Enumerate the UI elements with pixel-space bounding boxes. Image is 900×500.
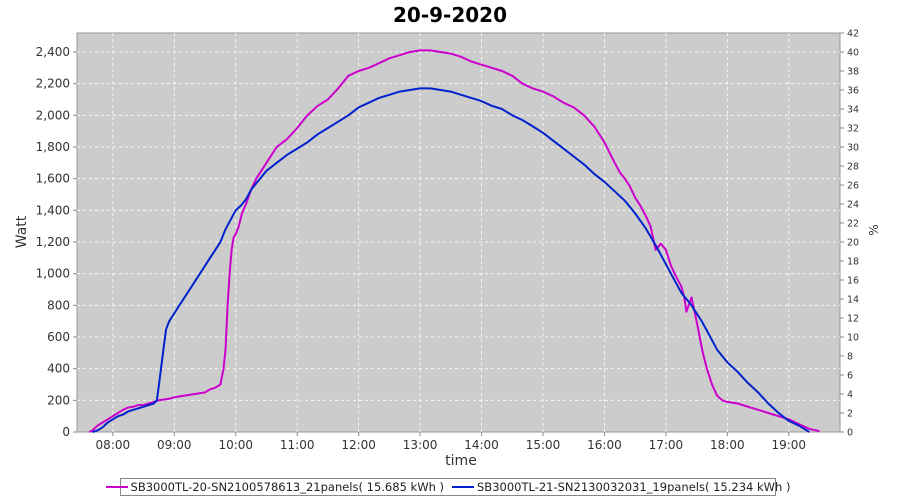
x-tick-label: 16:00: [587, 438, 622, 452]
x-tick-label: 08:00: [96, 438, 131, 452]
y2-tick-label: 30: [847, 143, 859, 154]
x-tick-label: 09:00: [157, 438, 192, 452]
legend-label: SB3000TL-20-SN2100578613_21panels( 15.68…: [130, 480, 444, 494]
x-tick-label: 15:00: [526, 438, 561, 452]
y2-tick-label: 0: [847, 428, 853, 439]
y2-tick-label: 20: [847, 238, 859, 249]
y2-tick-label: 18: [847, 257, 859, 268]
x-tick-label: 12:00: [341, 438, 376, 452]
y-tick-label: 2,200: [36, 77, 70, 91]
y2-tick-label: 22: [847, 219, 859, 230]
x-tick-label: 13:00: [403, 438, 438, 452]
y2-tick-label: 36: [847, 86, 859, 97]
y-tick-label: 0: [62, 425, 70, 439]
x-tick-label: 18:00: [710, 438, 745, 452]
chart-title: 20-9-2020: [392, 3, 507, 27]
legend-swatch: [452, 486, 474, 488]
legend-swatch: [105, 486, 128, 488]
y-tick-label: 1,800: [36, 140, 70, 154]
x-axis-label: time: [445, 453, 477, 469]
legend: SB3000TL-20-SN2100578613_21panels( 15.68…: [105, 478, 790, 496]
y2-tick-label: 6: [847, 371, 853, 382]
y-tick-label: 2,400: [36, 45, 70, 59]
plot-area: [76, 32, 841, 433]
y2-tick-label: 24: [847, 200, 859, 211]
x-tick-label: 17:00: [649, 438, 684, 452]
y-tick-label: 1,400: [36, 203, 70, 217]
y2-tick-label: 28: [847, 162, 859, 173]
y-tick-label: 1,600: [36, 172, 70, 186]
y2-tick-label: 40: [847, 48, 859, 59]
y2-tick-label: 14: [847, 295, 859, 306]
y-tick-label: 400: [47, 362, 70, 376]
y2-tick-label: 42: [847, 29, 859, 40]
y-tick-label: 1,000: [36, 267, 70, 281]
y-tick-label: 800: [47, 298, 70, 312]
x-tick-label: 10:00: [218, 438, 253, 452]
y-tick-label: 2,000: [36, 108, 70, 122]
y2-tick-label: 38: [847, 67, 859, 78]
legend-label: SB3000TL-21-SN2130032031_19panels( 15.23…: [477, 480, 791, 494]
series-line-2: [92, 87, 810, 433]
x-tick-label: 14:00: [464, 438, 499, 452]
y-tick-label: 200: [47, 393, 70, 407]
y2-tick-label: 2: [847, 409, 853, 420]
series-line-1: [88, 49, 820, 433]
legend-item: SB3000TL-21-SN2130032031_19panels( 15.23…: [452, 480, 790, 494]
y-tick-label: 1,200: [36, 235, 70, 249]
y2-axis-label: %: [867, 224, 881, 235]
y2-tick-label: 26: [847, 181, 859, 192]
y-axis-label: Watt: [14, 215, 30, 248]
y2-tick-label: 32: [847, 124, 859, 135]
y2-tick-label: 34: [847, 105, 859, 116]
y-tick-label: 600: [47, 330, 70, 344]
y2-tick-label: 16: [847, 276, 859, 287]
y2-tick-label: 10: [847, 333, 859, 344]
y2-tick-label: 8: [847, 352, 853, 363]
x-tick-label: 11:00: [280, 438, 315, 452]
legend-item: SB3000TL-20-SN2100578613_21panels( 15.68…: [105, 480, 444, 494]
x-tick-label: 19:00: [771, 438, 806, 452]
y2-tick-label: 12: [847, 314, 859, 325]
y2-tick-label: 4: [847, 390, 853, 401]
